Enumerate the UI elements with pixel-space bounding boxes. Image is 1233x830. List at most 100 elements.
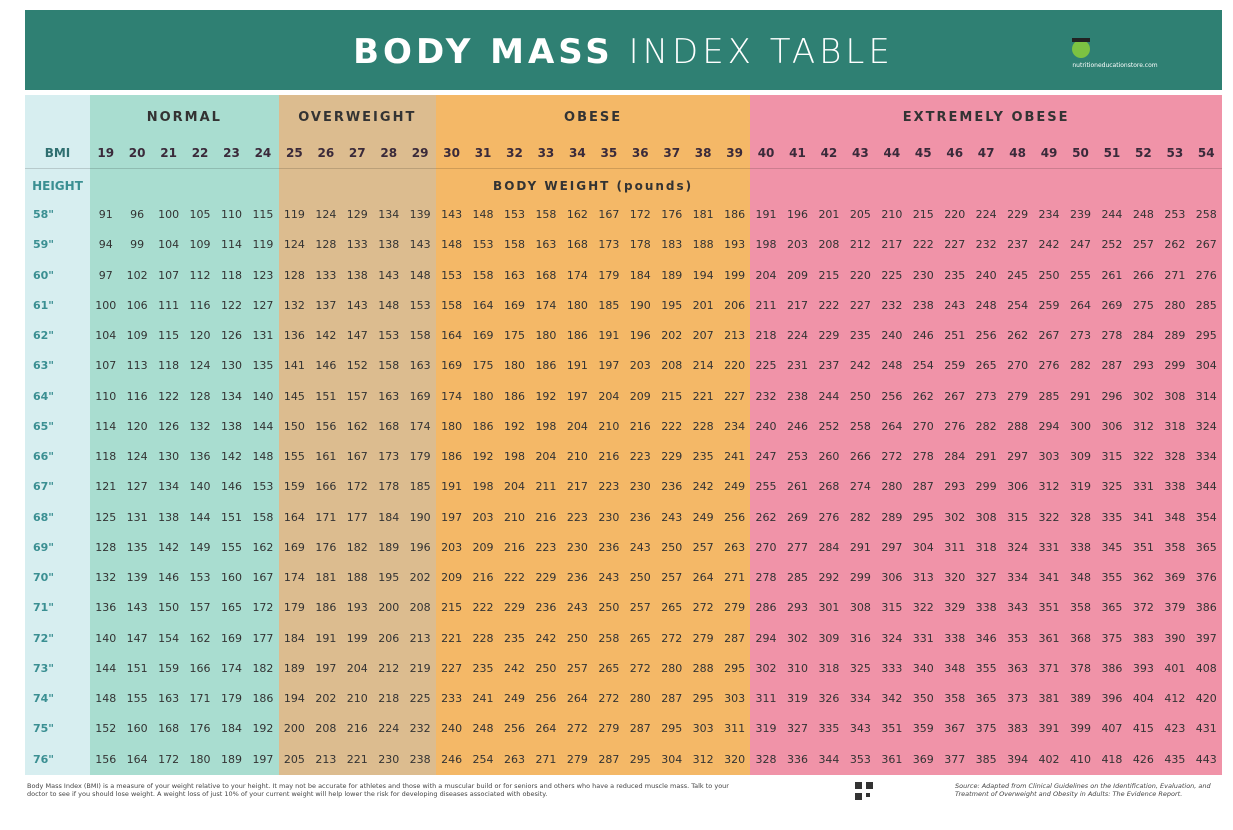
weight-value: 252 <box>1101 238 1123 252</box>
weight-value: 235 <box>503 631 525 645</box>
weight-value: 304 <box>661 752 683 766</box>
bmi-value: 38 <box>694 146 712 160</box>
weight-value: 207 <box>692 329 714 343</box>
weight-value: 250 <box>849 389 871 403</box>
bmi-value: 20 <box>128 146 146 160</box>
weight-value: 291 <box>975 450 997 464</box>
weight-value: 426 <box>1132 752 1154 766</box>
weight-value: 250 <box>661 540 683 554</box>
weight-value: 282 <box>975 419 997 433</box>
weight-value: 199 <box>346 631 368 645</box>
weight-value: 259 <box>944 359 966 373</box>
bmi-value: 23 <box>223 146 240 160</box>
weight-value: 222 <box>912 238 934 252</box>
weight-value: 279 <box>724 601 746 615</box>
bmi-value: 41 <box>789 146 806 160</box>
weight-value: 148 <box>472 208 494 221</box>
weight-value: 343 <box>849 722 871 736</box>
weight-value: 168 <box>535 268 557 282</box>
weight-value: 248 <box>1132 208 1154 221</box>
weight-value: 156 <box>315 419 337 433</box>
weight-value: 289 <box>881 510 903 524</box>
weight-value: 326 <box>818 692 840 706</box>
weight-value: 172 <box>346 480 368 494</box>
height-value: 63" <box>33 359 55 373</box>
weight-value: 116 <box>126 389 148 403</box>
weight-value: 194 <box>283 692 305 706</box>
weight-value: 124 <box>315 208 337 221</box>
weight-value: 324 <box>1007 540 1029 554</box>
weight-value: 431 <box>1195 722 1217 736</box>
weight-value: 168 <box>378 419 400 433</box>
weight-value: 144 <box>95 661 117 675</box>
group-label: EXTREMELY OBESE <box>902 110 1070 125</box>
weight-value: 243 <box>629 540 651 554</box>
bmi-value: 53 <box>1166 146 1184 160</box>
weight-value: 174 <box>566 268 588 282</box>
bmi-value: 28 <box>380 146 398 160</box>
weight-value: 224 <box>786 329 808 343</box>
weight-value: 143 <box>346 298 368 312</box>
weight-value: 168 <box>158 722 180 736</box>
header: BODY MASS INDEX TABLE nutritioneducation… <box>25 10 1222 90</box>
weight-value: 257 <box>629 601 651 615</box>
weight-value: 216 <box>629 419 651 433</box>
weight-value: 412 <box>1164 692 1186 706</box>
weight-value: 169 <box>220 631 242 645</box>
weight-value: 362 <box>1132 571 1154 585</box>
weight-value: 303 <box>724 692 746 706</box>
weight-value: 383 <box>1132 631 1154 645</box>
weight-value: 354 <box>1195 510 1217 524</box>
weight-value: 318 <box>975 540 997 554</box>
weight-value: 324 <box>1195 419 1217 433</box>
bmi-value: 37 <box>663 146 681 160</box>
weight-value: 150 <box>158 601 180 615</box>
weight-value: 318 <box>818 661 840 675</box>
weight-value: 312 <box>1132 419 1154 433</box>
weight-value: 221 <box>346 752 368 766</box>
weight-value: 344 <box>818 752 840 766</box>
height-value: 68" <box>33 510 55 524</box>
weight-value: 244 <box>818 389 840 403</box>
weight-value: 153 <box>409 298 431 312</box>
weight-value: 316 <box>849 631 871 645</box>
weight-value: 230 <box>566 540 588 554</box>
weight-value: 238 <box>409 752 431 766</box>
weight-value: 178 <box>378 480 400 494</box>
weight-value: 215 <box>441 601 463 615</box>
weight-value: 164 <box>472 298 494 312</box>
weight-value: 133 <box>315 268 337 282</box>
weight-value: 319 <box>755 722 777 736</box>
weight-value: 158 <box>441 298 463 312</box>
weight-value: 162 <box>189 631 211 645</box>
weight-value: 180 <box>441 419 463 433</box>
weight-value: 294 <box>1038 419 1060 433</box>
weight-value: 135 <box>126 540 148 554</box>
weight-value: 304 <box>912 540 934 554</box>
weight-value: 203 <box>441 540 463 554</box>
weight-value: 184 <box>629 268 651 282</box>
weight-value: 128 <box>315 238 337 252</box>
weight-value: 285 <box>1195 298 1217 312</box>
weight-value: 97 <box>98 268 113 282</box>
weight-value: 182 <box>252 661 274 675</box>
weight-value: 271 <box>724 571 746 585</box>
weight-value: 147 <box>126 631 148 645</box>
weight-value: 213 <box>724 329 746 343</box>
weight-value: 327 <box>786 722 808 736</box>
weight-value: 351 <box>1038 601 1060 615</box>
weight-value: 191 <box>315 631 337 645</box>
weight-value: 361 <box>1038 631 1060 645</box>
weight-value: 127 <box>126 480 148 494</box>
weight-value: 121 <box>95 480 117 494</box>
weight-value: 110 <box>220 208 242 221</box>
weight-value: 229 <box>818 329 840 343</box>
weight-value: 193 <box>724 238 746 252</box>
weight-value: 278 <box>912 450 934 464</box>
weight-value: 148 <box>409 268 431 282</box>
weight-value: 369 <box>1164 571 1186 585</box>
weight-value: 256 <box>975 329 997 343</box>
logo: nutritioneducationstore.com <box>1072 62 1158 69</box>
weight-value: 266 <box>1132 268 1154 282</box>
weight-value: 127 <box>252 298 274 312</box>
